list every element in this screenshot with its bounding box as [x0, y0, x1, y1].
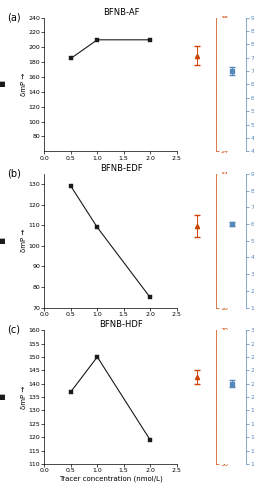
Title: BFNB-AF: BFNB-AF — [103, 8, 139, 16]
Point — [95, 36, 99, 44]
Text: (c): (c) — [7, 325, 21, 335]
Y-axis label: δmP →: δmP → — [21, 73, 27, 96]
Point — [69, 388, 73, 396]
X-axis label: Tracer concentration (nmol/L): Tracer concentration (nmol/L) — [59, 476, 162, 482]
Y-axis label: IC₅₀ (ng/mL) →: IC₅₀ (ng/mL) → — [231, 378, 236, 417]
Text: (a): (a) — [7, 12, 21, 22]
Y-axis label: δmP →: δmP → — [21, 386, 27, 408]
Point — [69, 54, 73, 62]
Point — [148, 36, 152, 44]
Y-axis label: IC₅₀ (ng/mL) →: IC₅₀ (ng/mL) → — [231, 64, 236, 104]
Point — [69, 86, 73, 94]
Point — [69, 182, 73, 190]
Point — [95, 353, 99, 361]
Y-axis label: δmP →: δmP → — [21, 229, 27, 252]
Point — [148, 122, 152, 130]
Text: (b): (b) — [7, 168, 21, 178]
Text: ■: ■ — [0, 238, 6, 244]
Point — [95, 224, 99, 232]
Title: BFNB-EDF: BFNB-EDF — [100, 164, 142, 173]
Y-axis label: IC₅₀ (ng/mL) →: IC₅₀ (ng/mL) → — [231, 221, 236, 260]
Text: ■: ■ — [0, 394, 6, 400]
Point — [95, 78, 99, 86]
Point — [148, 294, 152, 302]
Point — [148, 436, 152, 444]
Title: BFNB-HDF: BFNB-HDF — [99, 320, 143, 330]
Text: ■: ■ — [0, 82, 6, 87]
